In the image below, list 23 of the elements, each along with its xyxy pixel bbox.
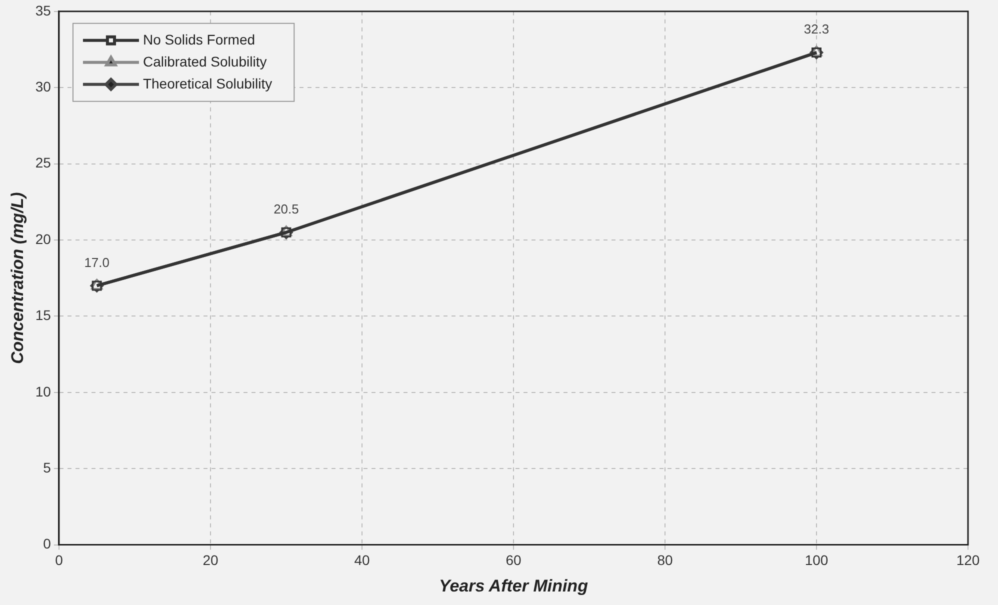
y-tick-label: 35 bbox=[35, 2, 52, 18]
y-tick-label: 25 bbox=[35, 154, 52, 171]
x-axis-title: Years After Mining bbox=[439, 576, 589, 596]
y-tick-label: 10 bbox=[35, 383, 52, 400]
x-tick-label: 80 bbox=[657, 552, 673, 568]
x-tick-label: 60 bbox=[506, 552, 522, 568]
x-tick-label: 20 bbox=[202, 552, 218, 568]
x-tick-label: 40 bbox=[354, 552, 370, 568]
y-tick-label: 20 bbox=[35, 230, 52, 247]
y-tick-label: 15 bbox=[35, 307, 52, 324]
legend-label: No Solids Formed bbox=[142, 31, 256, 48]
legend-label: Theoretical Solubility bbox=[142, 75, 272, 92]
y-tick-label: 30 bbox=[35, 78, 52, 94]
y-axis-title: Concentration (mg/L) bbox=[8, 192, 27, 364]
data-label: 20.5 bbox=[274, 201, 299, 216]
y-tick-label: 0 bbox=[43, 536, 52, 552]
legend-label: Calibrated Solubility bbox=[142, 53, 267, 70]
x-tick-label: 120 bbox=[956, 552, 980, 568]
x-tick-label: 100 bbox=[804, 552, 828, 568]
data-label: 32.3 bbox=[804, 22, 830, 37]
data-label: 17.0 bbox=[84, 254, 110, 270]
y-tick-label: 5 bbox=[43, 459, 52, 476]
x-tick-label: 0 bbox=[55, 552, 64, 568]
